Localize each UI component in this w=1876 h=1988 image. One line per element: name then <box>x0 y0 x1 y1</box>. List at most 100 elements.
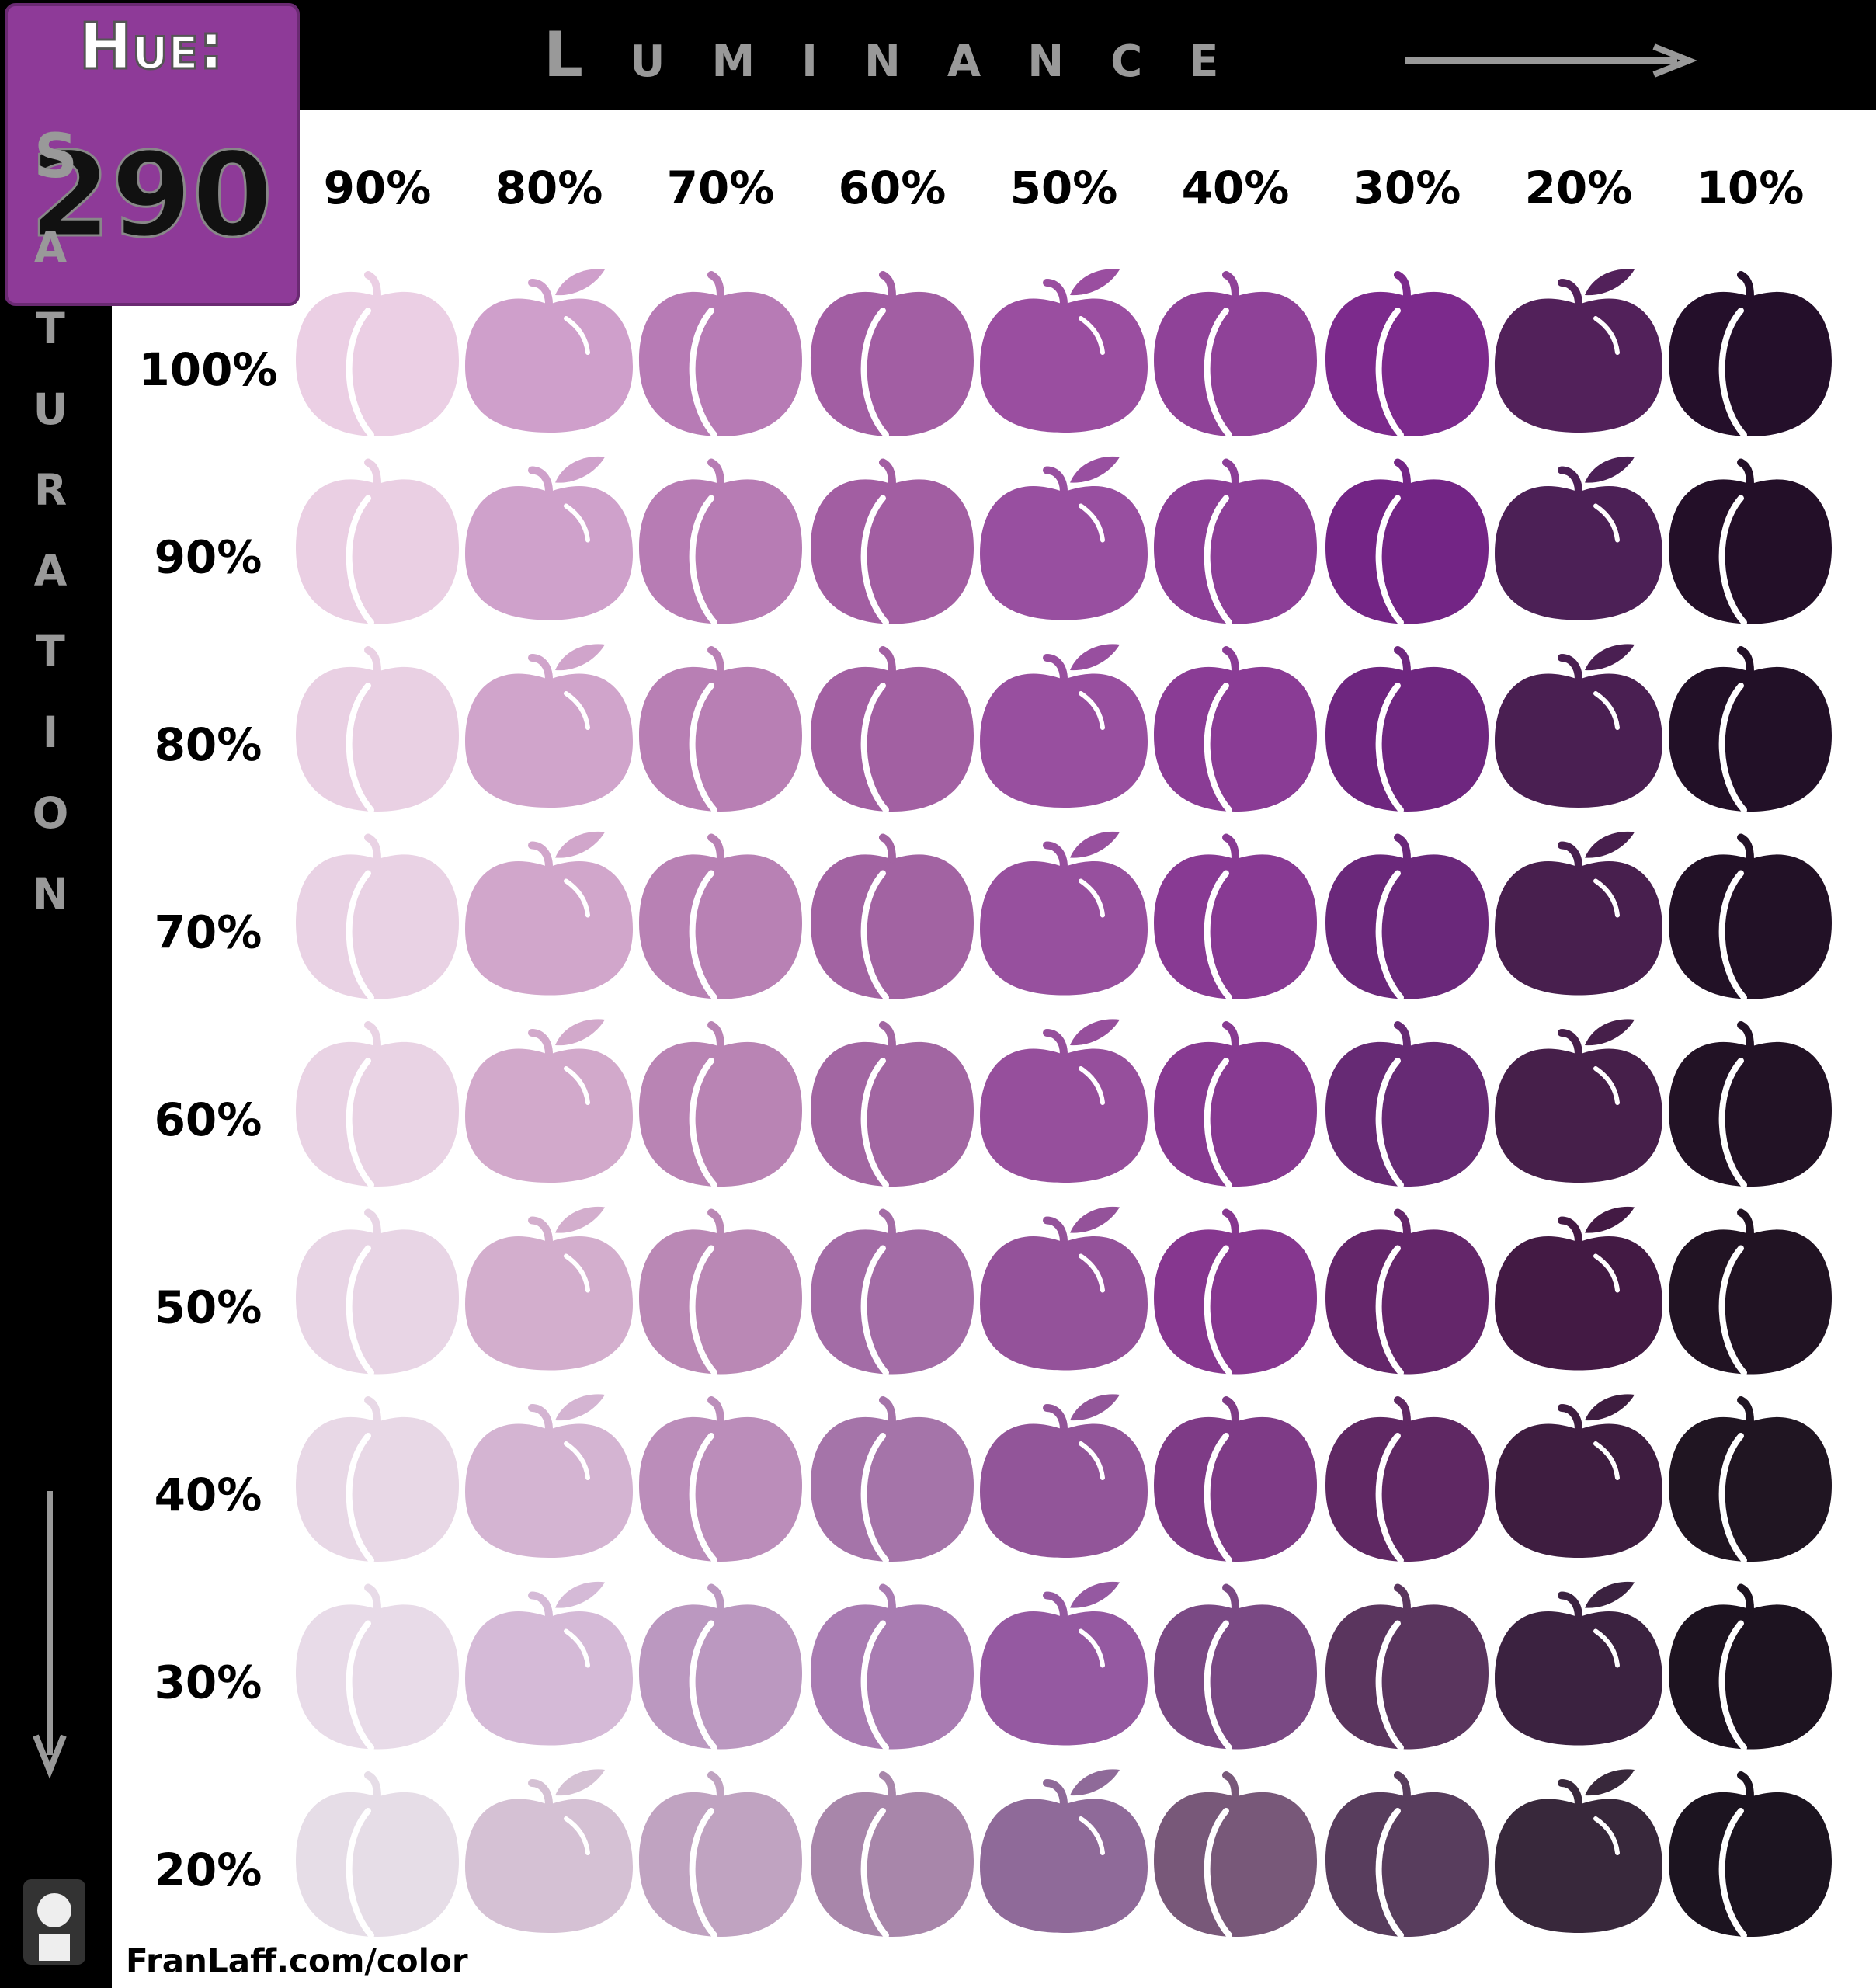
fruit-crease <box>860 1245 889 1376</box>
fruit-body <box>296 291 459 436</box>
fruit-stem <box>1558 654 1582 683</box>
fruit-body <box>1669 854 1832 999</box>
fruit-stem <box>1737 1021 1754 1051</box>
fruit-crease <box>1718 1620 1747 1751</box>
fruit-stem <box>1222 833 1239 864</box>
fruit-body <box>296 854 459 999</box>
fruit-highlight <box>1593 316 1620 355</box>
fruit-body <box>1154 666 1317 812</box>
fruit-highlight <box>1593 878 1620 918</box>
fruit-body <box>296 479 459 624</box>
fruit <box>811 1021 974 1188</box>
fruit-body <box>980 1423 1148 1558</box>
fruit-leaf <box>1070 1019 1120 1046</box>
fruit-highlight <box>564 1066 590 1105</box>
fruit-stem <box>707 1771 724 1801</box>
fruit-crease <box>1204 1433 1232 1563</box>
fruit-crease <box>860 308 889 438</box>
column-label: 30% <box>1353 162 1461 214</box>
fruit <box>465 1769 633 1933</box>
fruit-body <box>465 298 633 433</box>
fruit-crease <box>860 1433 889 1563</box>
fruit-stem <box>1394 1583 1411 1614</box>
fruit-crease <box>1204 1058 1232 1188</box>
fruit-crease <box>1204 495 1232 626</box>
fruit-body <box>639 1229 802 1375</box>
fruit-body <box>296 1229 459 1375</box>
fruit-crease <box>689 683 717 813</box>
fruit-stem <box>364 833 381 864</box>
fruit-body <box>1325 291 1489 436</box>
fruit-body <box>1325 479 1489 624</box>
fruit-body <box>1154 1041 1317 1187</box>
fruit-body <box>811 1041 974 1187</box>
fruit-stem <box>879 1021 896 1051</box>
fruit <box>465 1206 633 1371</box>
fruit-leaf <box>1585 1019 1635 1046</box>
fruit-crease <box>1204 1245 1232 1376</box>
fruit <box>1669 1021 1832 1188</box>
fruit-stem <box>1737 458 1754 488</box>
fruit-leaf <box>1585 1206 1635 1233</box>
fruit-body <box>1495 673 1662 808</box>
top-bar <box>0 0 1876 110</box>
fruit <box>639 271 802 438</box>
fruit-crease <box>860 1620 889 1751</box>
fruit-body <box>1325 666 1489 812</box>
fruit-stem <box>528 1591 553 1621</box>
fruit-crease <box>860 1058 889 1188</box>
fruit <box>639 1583 802 1751</box>
fruit-stem <box>364 1583 381 1614</box>
fruit <box>296 833 459 1001</box>
fruit-body <box>980 1611 1148 1746</box>
fruit-leaf <box>555 644 605 671</box>
fruit-body <box>811 1792 974 1937</box>
fruit <box>639 1021 802 1188</box>
fruit-crease <box>1375 683 1404 813</box>
fruit-body <box>639 479 802 624</box>
fruit-body <box>639 1416 802 1562</box>
fruit-crease <box>1375 495 1404 626</box>
fruit <box>811 1583 974 1751</box>
fruit <box>980 831 1148 996</box>
column-label: 10% <box>1697 162 1805 214</box>
fruit-leaf <box>1585 456 1635 483</box>
fruit <box>296 1208 459 1376</box>
fruit-body <box>296 1792 459 1937</box>
fruit-body <box>465 1048 633 1183</box>
fruit-leaf <box>1585 1394 1635 1421</box>
fruit-body <box>1154 1229 1317 1375</box>
fruit <box>1325 271 1489 438</box>
fruit-body <box>465 485 633 620</box>
fruit-stem <box>1737 1771 1754 1801</box>
fruit <box>980 1206 1148 1371</box>
fruit-crease <box>689 870 717 1001</box>
fruit-highlight <box>1079 1441 1105 1480</box>
fruit-stem <box>879 1396 896 1426</box>
fruit-body <box>1495 1423 1662 1558</box>
fruit-leaf <box>1070 644 1120 671</box>
fruit <box>296 646 459 813</box>
column-label: 90% <box>324 162 432 214</box>
fruit-body <box>1669 479 1832 624</box>
column-label: 20% <box>1525 162 1633 214</box>
fruit-highlight <box>1593 1253 1620 1293</box>
fruit-body <box>1154 854 1317 999</box>
fruit-stem <box>707 1021 724 1051</box>
fruit-leaf <box>555 456 605 483</box>
fruit-stem <box>1737 646 1754 676</box>
fruit-stem <box>528 1029 553 1058</box>
fruit-crease <box>346 1245 374 1376</box>
fruit-stem <box>879 1583 896 1614</box>
fruit-stem <box>528 841 553 871</box>
fruit <box>1325 1208 1489 1376</box>
footer: FranLaff.com/color <box>126 1942 468 1980</box>
fruit-highlight <box>1079 878 1105 918</box>
fruit-body <box>1154 1792 1317 1937</box>
fruit-leaf <box>555 831 605 858</box>
fruit <box>1154 271 1317 438</box>
fruit-leaf <box>1070 831 1120 858</box>
fruit-crease <box>860 870 889 1001</box>
row-label: 80% <box>155 718 262 771</box>
fruit <box>1495 269 1662 433</box>
